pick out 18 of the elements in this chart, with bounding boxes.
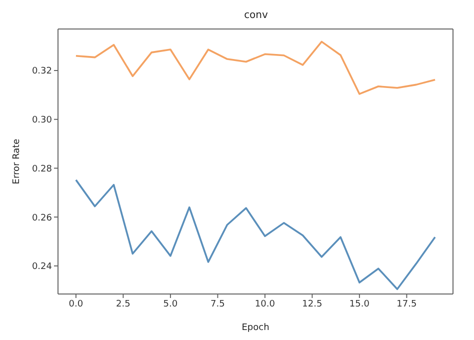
x-tick-label: 10.0	[254, 299, 276, 310]
line-series	[75, 179, 436, 290]
x-tick-label: 0.0	[68, 299, 84, 310]
line-series	[75, 40, 436, 95]
x-tick-label: 15.0	[349, 299, 370, 310]
chart-title: conv	[243, 10, 269, 21]
y-tick-label: 0.32	[32, 66, 52, 77]
x-tick-label: 7.5	[210, 299, 225, 310]
x-tick-label: 5.0	[163, 299, 178, 310]
y-tick-label: 0.28	[32, 164, 52, 174]
y-tick-label: 0.24	[32, 262, 52, 272]
x-axis-title: Epoch	[242, 323, 270, 333]
y-tick-label: 0.26	[32, 213, 52, 224]
x-tick-label: 17.5	[396, 299, 417, 310]
x-tick-label: 12.5	[302, 299, 322, 310]
y-tick-label: 0.30	[32, 116, 52, 126]
x-tick-label: 2.5	[116, 299, 130, 310]
y-axis-title: Error Rate	[12, 138, 22, 184]
